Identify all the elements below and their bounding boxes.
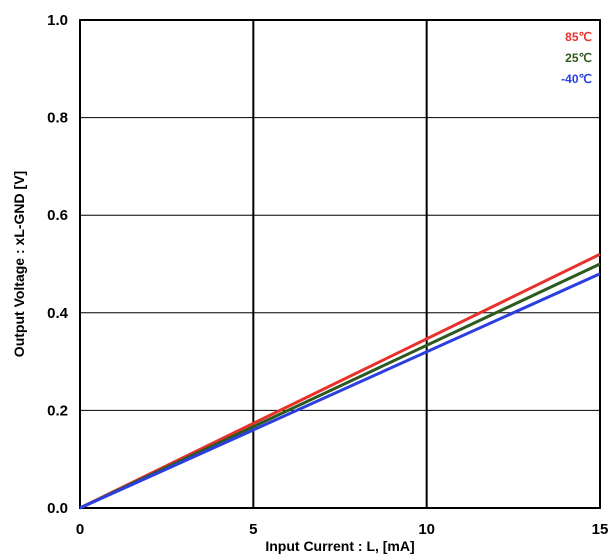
legend-label: -40℃: [561, 72, 592, 86]
y-tick-label: 0.4: [47, 305, 69, 322]
series-line-2: [79, 272, 601, 510]
legend-label: 25℃: [565, 51, 592, 65]
x-tick-label: 5: [249, 521, 257, 538]
y-tick-label: 0.0: [47, 500, 68, 517]
grid: [79, 19, 601, 509]
x-tick-label: 15: [592, 521, 609, 538]
legend: 85℃ 25℃ -40℃: [561, 30, 592, 86]
y-tick-label: 0.6: [47, 207, 68, 224]
x-tick-labels: 0 5 10 15: [76, 521, 609, 538]
y-axis-title: Output Voltage : xL-GND [V]: [11, 171, 27, 357]
y-tick-label: 1.0: [47, 12, 68, 29]
legend-label: 85℃: [565, 30, 592, 44]
y-tick-labels: 0.0 0.2 0.4 0.6 0.8 1.0: [47, 12, 69, 517]
y-tick-label: 0.8: [47, 110, 68, 127]
x-axis-title: Input Current : L, [mA]: [265, 538, 414, 554]
x-tick-label: 10: [418, 521, 435, 538]
plot-frame: [79, 19, 601, 509]
y-tick-label: 0.2: [47, 402, 68, 419]
series-lines: [79, 252, 601, 510]
x-tick-label: 0: [76, 521, 84, 538]
